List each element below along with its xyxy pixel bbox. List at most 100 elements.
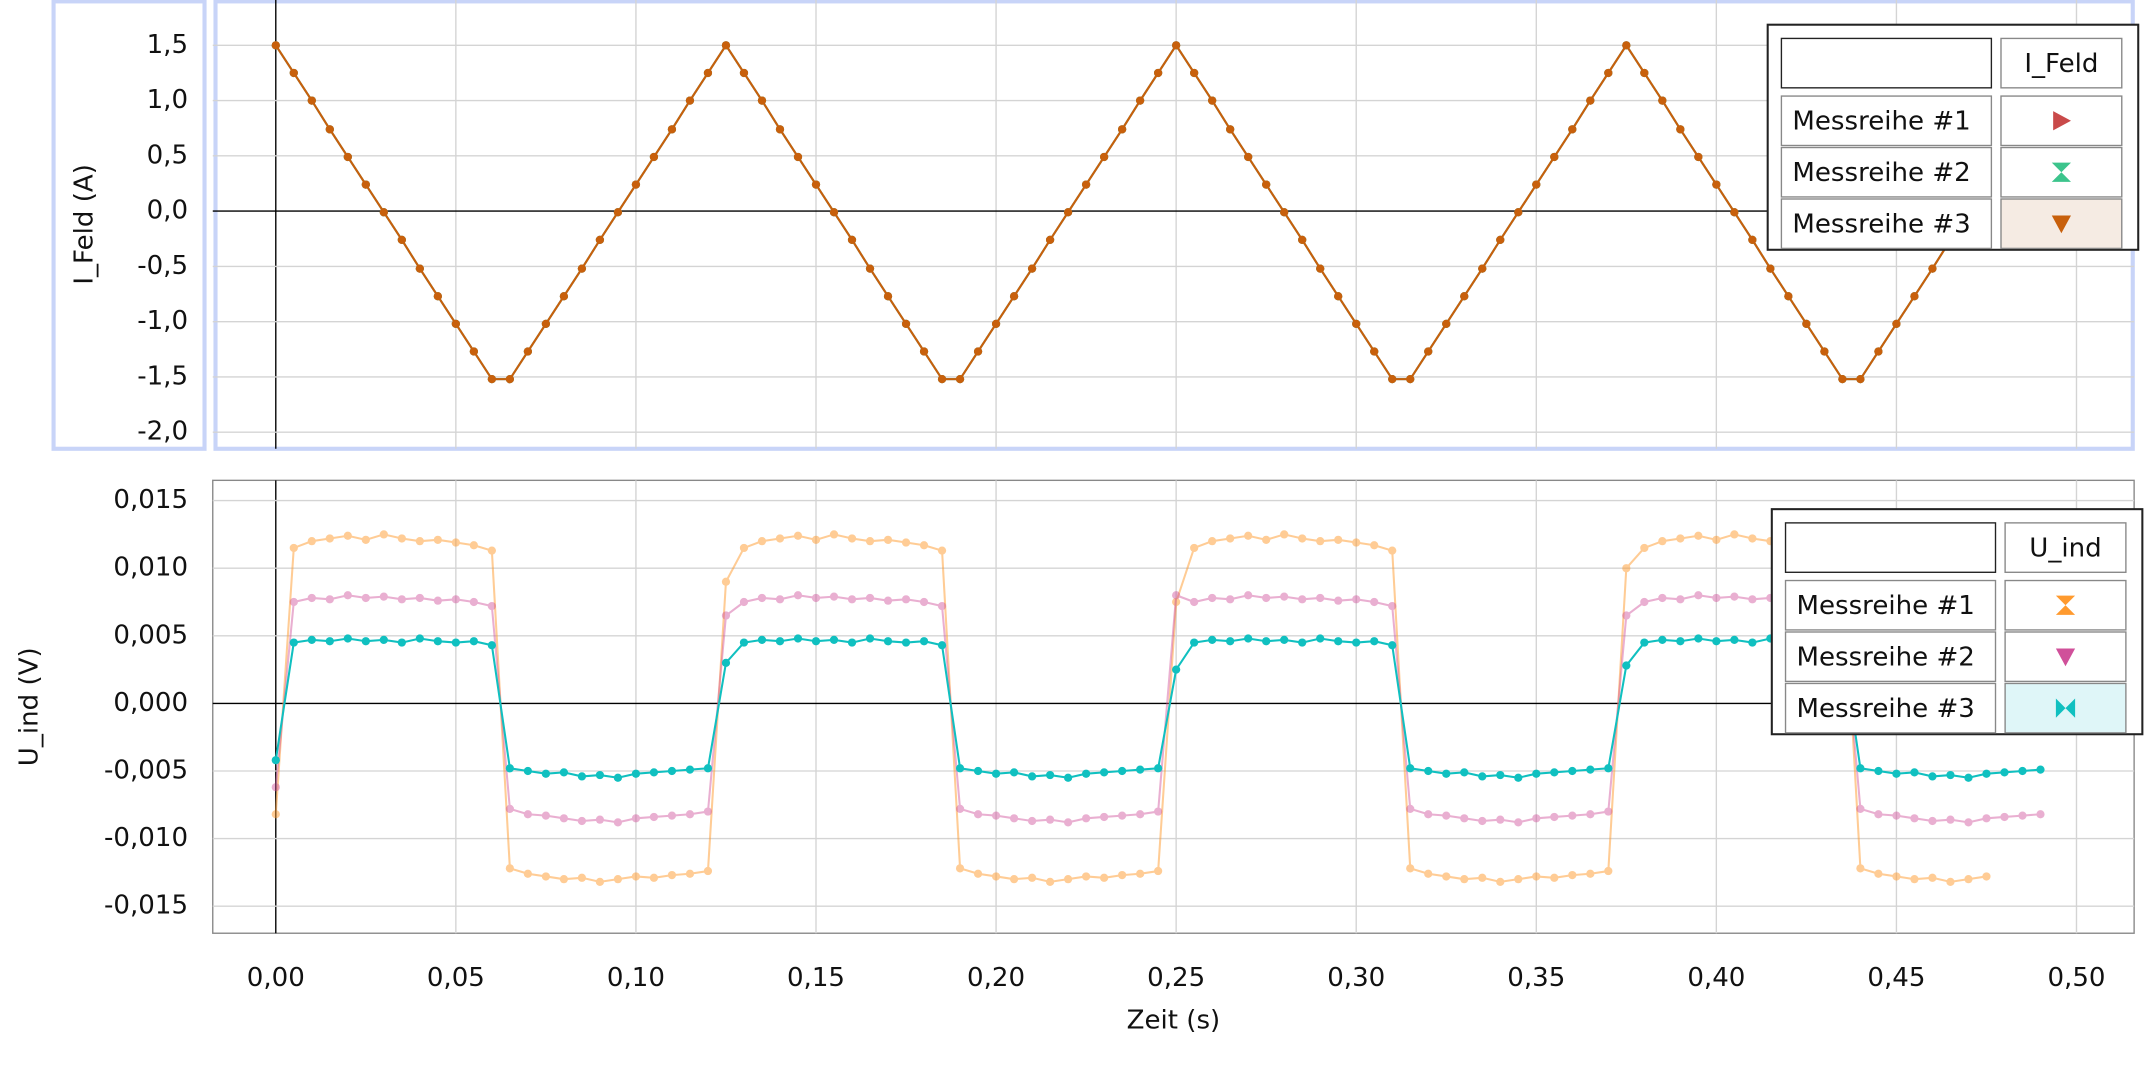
data-point bbox=[1172, 597, 1181, 607]
data-point bbox=[901, 538, 911, 547]
data-point bbox=[307, 96, 316, 105]
data-point bbox=[1712, 593, 1721, 603]
y-tick-label: 0,000 bbox=[113, 688, 188, 718]
data-point bbox=[1910, 814, 1919, 823]
data-point bbox=[451, 595, 460, 604]
legend-header: U_ind bbox=[2029, 533, 2101, 563]
x-tick-label: 0,00 bbox=[247, 963, 305, 993]
data-point bbox=[1334, 535, 1343, 544]
data-point bbox=[415, 264, 424, 273]
data-point bbox=[1388, 601, 1397, 611]
data-point bbox=[559, 875, 569, 884]
data-point bbox=[523, 347, 533, 356]
data-point bbox=[307, 635, 316, 644]
data-point bbox=[1910, 768, 1919, 777]
data-point bbox=[703, 68, 713, 78]
y-tick-label: -0,015 bbox=[104, 891, 188, 921]
legend-label: Messreihe #1 bbox=[1797, 591, 1975, 621]
data-point bbox=[1370, 347, 1379, 356]
data-point bbox=[505, 375, 514, 384]
legend-cell bbox=[1784, 631, 1997, 683]
data-point bbox=[937, 375, 947, 384]
y-axis-title: U_ind (V) bbox=[15, 647, 45, 766]
data-point bbox=[1514, 818, 1523, 827]
data-point bbox=[433, 535, 442, 544]
data-point bbox=[811, 593, 821, 603]
data-point bbox=[1388, 375, 1397, 384]
data-point bbox=[1172, 41, 1181, 50]
data-point bbox=[379, 530, 388, 539]
data-point bbox=[1784, 292, 1793, 301]
data-point bbox=[1442, 319, 1451, 328]
data-point bbox=[865, 537, 875, 546]
data-point bbox=[847, 595, 857, 604]
data-point bbox=[1748, 638, 1757, 647]
data-point bbox=[433, 292, 442, 301]
data-point bbox=[1316, 593, 1325, 603]
data-point bbox=[1280, 530, 1289, 539]
data-point bbox=[1622, 661, 1631, 670]
data-point bbox=[991, 872, 1001, 881]
y-tick-label: 0,005 bbox=[113, 620, 188, 650]
data-point bbox=[1658, 537, 1667, 546]
data-point bbox=[1208, 635, 1217, 644]
data-point bbox=[1676, 595, 1685, 604]
legend-cell bbox=[2004, 522, 2127, 573]
series bbox=[271, 41, 2063, 384]
data-point bbox=[379, 208, 388, 217]
data-point bbox=[1892, 769, 1901, 778]
data-point bbox=[1856, 764, 1865, 773]
data-point bbox=[1946, 815, 1955, 824]
data-point bbox=[1532, 180, 1541, 189]
data-point bbox=[1352, 595, 1361, 604]
data-point bbox=[1856, 375, 1865, 384]
data-point bbox=[1712, 180, 1721, 189]
data-point bbox=[1676, 637, 1685, 646]
data-point bbox=[1244, 152, 1253, 162]
series bbox=[271, 530, 1991, 886]
data-point bbox=[1604, 764, 1613, 773]
data-point bbox=[847, 235, 857, 244]
y-tick-label: 1,5 bbox=[147, 30, 188, 60]
data-point bbox=[757, 537, 767, 546]
data-point bbox=[865, 264, 875, 273]
data-point bbox=[1406, 764, 1415, 773]
data-point bbox=[991, 769, 1001, 778]
data-point bbox=[379, 635, 388, 644]
data-point bbox=[505, 804, 514, 813]
data-point bbox=[1262, 637, 1271, 646]
data-point bbox=[289, 68, 298, 78]
data-point bbox=[1190, 638, 1199, 647]
data-point bbox=[271, 783, 280, 792]
data-point bbox=[1946, 770, 1955, 780]
x-tick-label: 0,30 bbox=[1327, 963, 1385, 993]
data-point bbox=[325, 595, 334, 604]
data-point bbox=[1604, 68, 1613, 78]
data-point bbox=[325, 637, 334, 646]
data-point bbox=[991, 319, 1001, 328]
data-point bbox=[1334, 637, 1343, 646]
data-point bbox=[1226, 534, 1235, 543]
data-point bbox=[775, 595, 785, 604]
y-tick-label: -1,0 bbox=[137, 306, 188, 336]
series bbox=[271, 591, 2045, 827]
data-point bbox=[631, 872, 641, 881]
data-point bbox=[1154, 866, 1163, 876]
data-point bbox=[379, 592, 388, 601]
data-point bbox=[325, 125, 334, 134]
data-point bbox=[1063, 818, 1073, 827]
data-point bbox=[1928, 772, 1937, 781]
data-point bbox=[2000, 812, 2009, 822]
data-point bbox=[667, 811, 677, 820]
legend-marker bbox=[2051, 162, 2071, 182]
data-point bbox=[847, 534, 857, 543]
data-point bbox=[361, 637, 370, 646]
data-point bbox=[703, 866, 713, 876]
y-tick-label: 0,010 bbox=[113, 553, 188, 583]
data-point bbox=[1712, 637, 1721, 646]
data-point bbox=[1226, 637, 1235, 646]
data-point bbox=[1009, 768, 1019, 777]
data-point bbox=[901, 319, 911, 328]
data-point bbox=[1244, 591, 1253, 600]
data-point bbox=[793, 634, 803, 643]
